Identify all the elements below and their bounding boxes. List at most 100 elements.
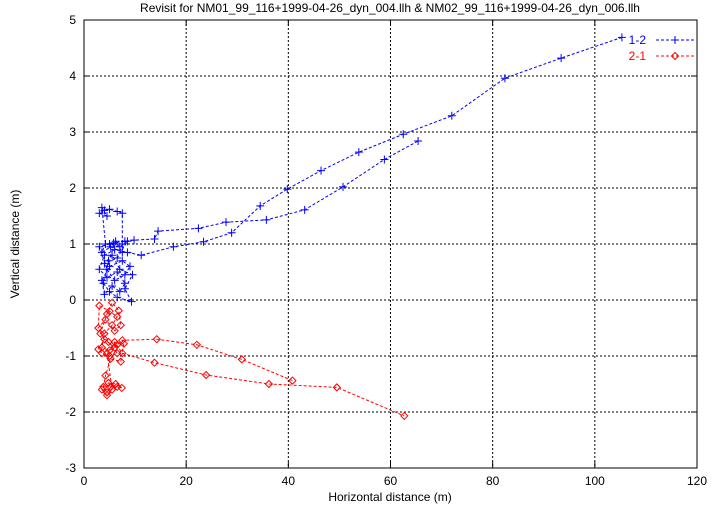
data-point bbox=[105, 351, 114, 361]
data-point bbox=[222, 218, 231, 227]
y-tick-label: 5 bbox=[69, 13, 76, 27]
series-line bbox=[97, 301, 405, 417]
x-tick-label: 0 bbox=[81, 474, 88, 488]
data-point bbox=[199, 237, 208, 246]
data-point bbox=[118, 209, 127, 218]
data-point bbox=[107, 320, 117, 330]
data-point bbox=[99, 382, 108, 392]
y-tick-label: -3 bbox=[65, 461, 76, 475]
data-point bbox=[102, 273, 111, 282]
data-point bbox=[169, 242, 178, 251]
data-point bbox=[120, 284, 129, 293]
data-point bbox=[110, 276, 119, 285]
x-tick-label: 40 bbox=[282, 474, 296, 488]
data-point bbox=[95, 265, 104, 274]
plot-frame bbox=[83, 19, 698, 469]
y-tick-label: 2 bbox=[69, 181, 76, 195]
data-point bbox=[201, 370, 211, 380]
x-tick-label: 100 bbox=[585, 474, 605, 488]
data-point bbox=[117, 383, 127, 393]
data-point bbox=[107, 385, 117, 394]
data-point bbox=[380, 155, 389, 164]
data-point bbox=[97, 203, 106, 212]
data-point bbox=[137, 251, 146, 260]
legend-marker bbox=[671, 36, 679, 44]
data-point bbox=[102, 265, 111, 274]
data-point bbox=[150, 358, 159, 367]
data-point bbox=[95, 209, 104, 218]
data-point bbox=[152, 334, 162, 344]
data-point bbox=[118, 336, 127, 345]
x-axis-label: Horizontal distance (m) bbox=[328, 490, 451, 504]
legend-marker bbox=[670, 51, 680, 61]
data-point bbox=[102, 212, 111, 220]
data-point bbox=[100, 259, 109, 268]
data-point bbox=[104, 256, 113, 265]
data-point bbox=[111, 237, 120, 246]
data-point bbox=[237, 355, 247, 364]
data-point bbox=[96, 329, 105, 338]
data-point bbox=[110, 326, 119, 336]
data-point bbox=[120, 237, 129, 246]
data-point bbox=[100, 290, 109, 299]
data-point bbox=[288, 376, 297, 385]
data-point bbox=[130, 236, 139, 245]
data-point bbox=[107, 298, 117, 308]
data-point bbox=[354, 148, 363, 157]
data-point bbox=[300, 205, 309, 214]
data-point bbox=[110, 343, 119, 352]
legend: 1-22-1 bbox=[629, 33, 695, 63]
data-point bbox=[332, 383, 342, 392]
y-axis-label: Vertical distance (m) bbox=[8, 190, 22, 299]
data-point bbox=[227, 228, 236, 237]
data-point bbox=[110, 337, 119, 347]
data-point bbox=[109, 238, 118, 247]
data-point bbox=[101, 371, 110, 380]
data-point bbox=[119, 339, 129, 348]
data-point bbox=[97, 248, 106, 257]
data-point bbox=[115, 265, 124, 274]
data-point bbox=[262, 215, 271, 224]
grid bbox=[84, 20, 697, 468]
data-point bbox=[106, 354, 115, 364]
data-point bbox=[102, 388, 112, 397]
series-2-1 bbox=[94, 298, 409, 421]
data-point bbox=[112, 382, 122, 392]
legend-label: 2-1 bbox=[629, 49, 647, 63]
x-tick-label: 20 bbox=[179, 474, 193, 488]
data-point bbox=[100, 334, 109, 344]
data-point bbox=[94, 345, 103, 354]
data-point bbox=[115, 287, 124, 296]
data-point bbox=[113, 293, 122, 302]
data-point bbox=[256, 201, 265, 210]
data-point bbox=[108, 282, 117, 290]
data-point bbox=[108, 251, 117, 260]
data-point bbox=[617, 33, 626, 42]
data-point bbox=[128, 270, 137, 279]
data-point bbox=[110, 245, 119, 254]
y-tick-label: -2 bbox=[65, 405, 76, 419]
data-point bbox=[97, 385, 107, 394]
data-point bbox=[105, 205, 114, 214]
data-point bbox=[557, 54, 566, 63]
x-tick-label: 80 bbox=[486, 474, 500, 488]
data-point bbox=[102, 309, 112, 319]
data-point bbox=[414, 136, 423, 145]
data-point bbox=[95, 301, 104, 310]
series-layer bbox=[94, 33, 626, 421]
chart-title: Revisit for NM01_99_116+1999-04-26_dyn_0… bbox=[140, 1, 640, 15]
data-point bbox=[154, 227, 163, 236]
data-point bbox=[399, 130, 408, 139]
data-point bbox=[447, 111, 456, 120]
data-point bbox=[116, 320, 125, 330]
data-point bbox=[102, 390, 112, 400]
data-point bbox=[101, 315, 110, 324]
data-point bbox=[120, 270, 129, 279]
x-tick-label: 60 bbox=[384, 474, 398, 488]
data-point bbox=[116, 357, 125, 366]
y-tick-label: 0 bbox=[69, 293, 76, 307]
data-point bbox=[317, 166, 326, 175]
data-point bbox=[95, 242, 104, 251]
data-point bbox=[338, 182, 347, 191]
data-point bbox=[112, 312, 122, 322]
